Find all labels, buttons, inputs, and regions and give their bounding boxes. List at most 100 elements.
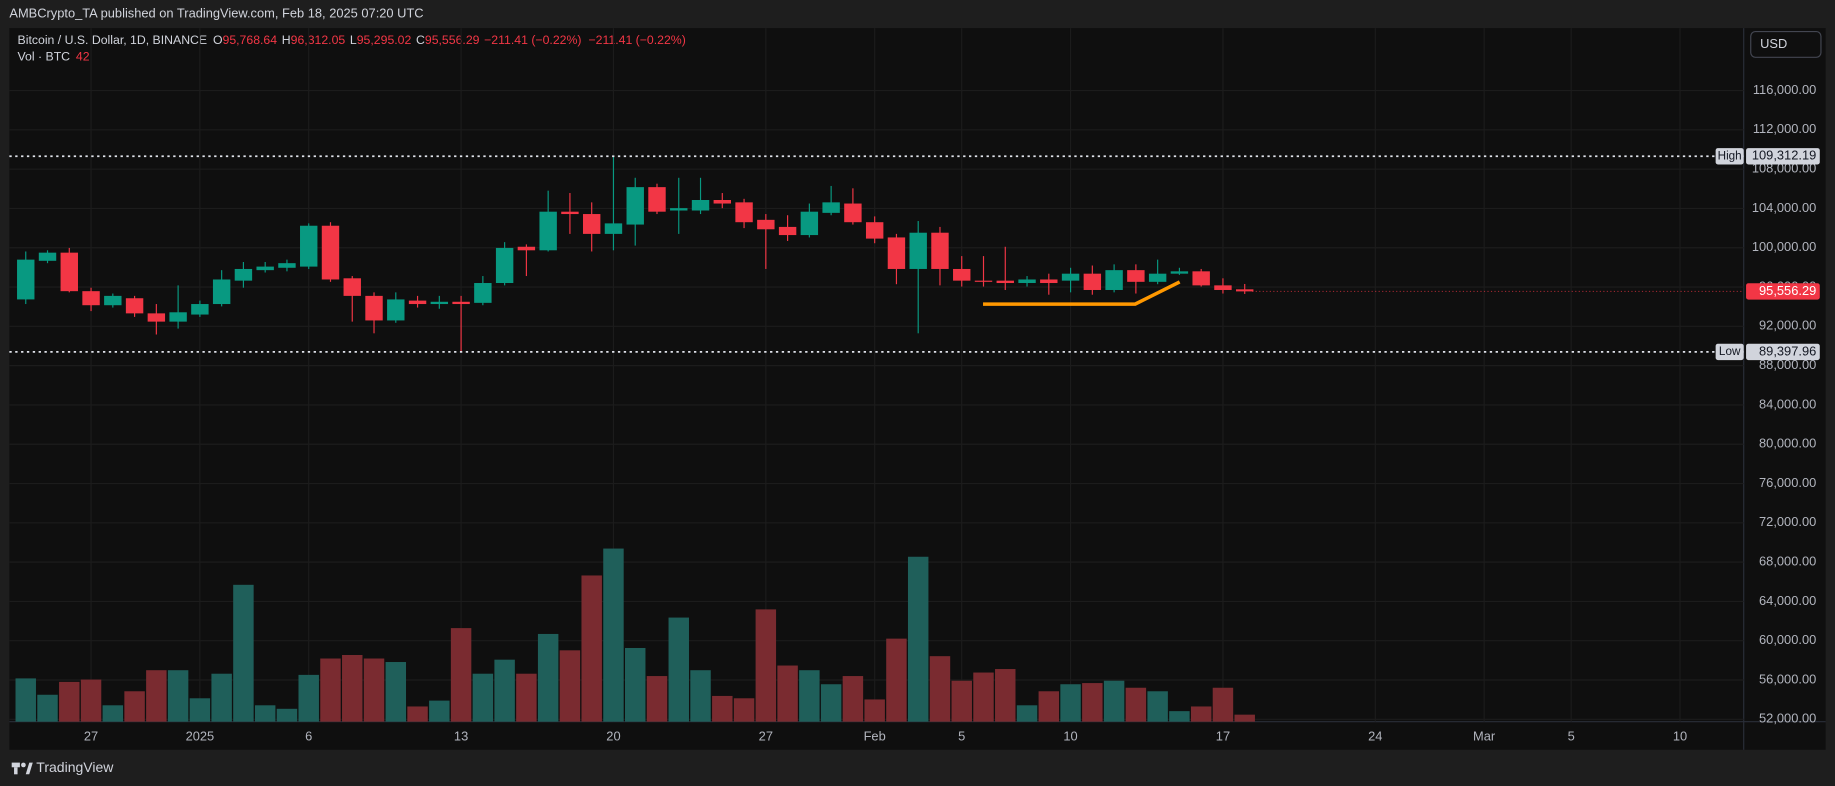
- currency-button[interactable]: [1750, 30, 1822, 58]
- currency-label[interactable]: USD: [1760, 36, 1787, 51]
- volume-bar: [80, 679, 102, 722]
- trend-drawing: [983, 280, 1181, 306]
- volume-bar: [537, 633, 559, 722]
- legend-key: L: [350, 33, 357, 47]
- candle-body: [365, 295, 383, 321]
- volume-bar: [907, 556, 929, 722]
- volume-bar: [733, 698, 755, 722]
- legend-key: H: [282, 33, 291, 47]
- marker-tag-box: [1715, 148, 1744, 165]
- y-tick-label: 80,000.00: [1759, 436, 1816, 451]
- x-tick-label: 27: [759, 728, 773, 743]
- footer-logo: [11, 762, 33, 775]
- volume-bar: [995, 669, 1016, 722]
- candle-body: [60, 252, 78, 292]
- volume-bar: [1082, 683, 1103, 722]
- candle-body: [1061, 273, 1080, 281]
- candle-body: [408, 300, 427, 305]
- candle-body: [1192, 271, 1210, 286]
- legend-value: 95,768.64: [223, 33, 278, 47]
- volume-bar: [342, 655, 363, 722]
- legend-value: 96,312.05: [291, 33, 346, 47]
- candle-body: [17, 259, 35, 300]
- volume-bar: [124, 691, 145, 722]
- volume-bar: [1234, 714, 1255, 722]
- volume-bar: [799, 670, 820, 722]
- marker-value: 109,312.19: [1752, 148, 1816, 163]
- volume-label: Vol · BTC: [18, 50, 71, 64]
- candle-body: [865, 222, 884, 239]
- candle-body: [1236, 289, 1254, 292]
- volume-bar: [146, 670, 167, 722]
- volume-bar: [429, 700, 450, 722]
- candle-body: [104, 295, 122, 306]
- y-tick-label: 116,000.00: [1753, 82, 1816, 97]
- volume-bar: [1103, 680, 1125, 722]
- volume-bar: [886, 638, 907, 722]
- y-tick-label: 88,000.00: [1759, 357, 1816, 372]
- volume-bar: [712, 695, 733, 722]
- volume-bar: [624, 647, 646, 722]
- y-tick-label: 84,000.00: [1759, 396, 1816, 411]
- candle-body: [757, 219, 775, 230]
- y-tick-label: 52,000.00: [1759, 711, 1816, 726]
- volume-bar: [1212, 687, 1234, 722]
- candle-body: [996, 280, 1014, 284]
- candle-body: [735, 202, 753, 223]
- volume-bar: [842, 676, 864, 722]
- volume-bar: [211, 673, 232, 722]
- legend: Bitcoin / U.S. Dollar, 1D, BINANCE O95,76…: [18, 33, 686, 47]
- volume-bar: [864, 699, 885, 722]
- volume-bar: [320, 658, 341, 722]
- volume-bar: [450, 628, 472, 722]
- candle-body: [539, 211, 557, 251]
- volume-bar: [581, 575, 602, 722]
- candle-body: [582, 214, 601, 234]
- candle-body: [343, 278, 361, 296]
- volume-bar: [37, 694, 58, 722]
- volume-bar: [1169, 711, 1190, 722]
- footer-brand: TradingView: [36, 759, 114, 775]
- candle-body: [474, 283, 492, 303]
- x-tick-label: 10: [1673, 728, 1687, 743]
- volume-bar: [1190, 706, 1212, 722]
- volume-bar: [494, 659, 515, 722]
- y-tick-label: 60,000.00: [1759, 632, 1816, 647]
- volume-bar: [15, 678, 36, 722]
- candle-body: [648, 187, 666, 212]
- candle-body: [82, 291, 100, 306]
- candle-body: [844, 203, 862, 223]
- candle-body: [452, 301, 470, 305]
- x-tick-label: Mar: [1473, 728, 1496, 743]
- y-tick-label: 104,000.00: [1752, 200, 1816, 215]
- candle-body: [909, 232, 927, 269]
- last-price-label: 95,556.29: [1759, 283, 1816, 298]
- volume-bar: [407, 706, 428, 722]
- volume-bar: [167, 670, 189, 722]
- y-tick-label: 92,000.00: [1759, 318, 1816, 333]
- legend-change: −211.41 (−0.22%): [589, 33, 686, 47]
- volume-bar: [690, 670, 711, 722]
- candle-body: [887, 237, 906, 269]
- candle-body: [212, 279, 231, 305]
- candle-body: [604, 223, 623, 234]
- candle-body: [822, 202, 840, 213]
- candle-body: [517, 246, 536, 251]
- volume-bar: [777, 665, 798, 722]
- candle-body: [147, 313, 166, 322]
- volume-bar: [276, 708, 298, 722]
- legend-key: O: [213, 33, 223, 47]
- volume-bar: [646, 676, 668, 722]
- legend-value: 95,295.02: [357, 33, 412, 47]
- volume-bar: [1147, 691, 1168, 722]
- volume-bar: [233, 584, 254, 722]
- volume-bar: [820, 684, 842, 722]
- volume-bar: [516, 673, 537, 722]
- header: AMBCrypto_TA published on TradingView.co…: [9, 5, 423, 20]
- marker-value: 89,397.96: [1759, 343, 1816, 358]
- x-tick-label: 20: [606, 728, 620, 743]
- volume-bar: [929, 656, 951, 722]
- volume-bar: [363, 658, 385, 722]
